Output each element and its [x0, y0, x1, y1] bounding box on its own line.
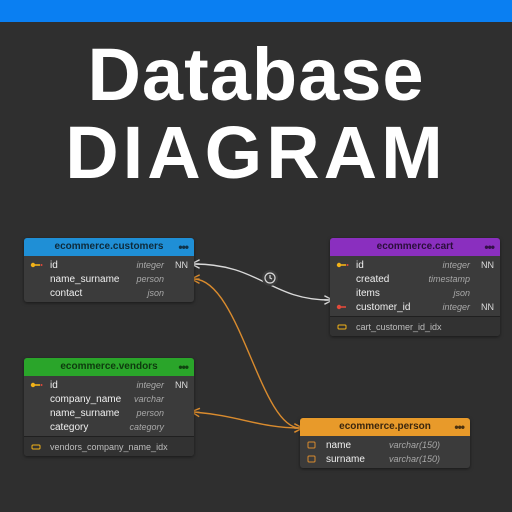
- column-type: integer: [64, 380, 164, 390]
- column-name: name_surname: [50, 408, 119, 419]
- column-name: name_surname: [50, 274, 119, 285]
- table-row[interactable]: contact json: [24, 286, 194, 300]
- index-row[interactable]: cart_customer_id_idx: [330, 320, 500, 334]
- key-icon: [30, 380, 44, 390]
- edge: [194, 264, 330, 300]
- column-name: company_name: [50, 394, 121, 405]
- table-body: id integer NN company_name varchar name_surna…: [24, 376, 194, 436]
- table-row[interactable]: id integer NN: [330, 258, 500, 272]
- index-name: vendors_company_name_idx: [50, 442, 168, 452]
- table-body: name varchar(150) surname varchar(150): [300, 436, 470, 468]
- index-icon: [30, 442, 44, 452]
- table-row[interactable]: customer_id integer NN: [330, 300, 500, 314]
- table-row[interactable]: id integer NN: [24, 258, 194, 272]
- column-type: person: [125, 408, 164, 418]
- table-row[interactable]: surname varchar(150): [300, 452, 470, 466]
- table-menu-icon[interactable]: •••: [178, 358, 188, 376]
- edge: [194, 279, 300, 428]
- key-icon: [336, 260, 350, 270]
- column-type: json: [386, 288, 470, 298]
- index-row[interactable]: vendors_company_name_idx: [24, 440, 194, 454]
- column-nn: NN: [476, 302, 494, 312]
- key-icon: [306, 454, 320, 464]
- column-nn: NN: [170, 260, 188, 270]
- column-type: integer: [370, 260, 470, 270]
- column-name: surname: [326, 454, 365, 465]
- index-icon: [336, 322, 350, 332]
- table-body: id integer NN name_surname person contact json: [24, 256, 194, 302]
- table-vendors[interactable]: ecommerce.vendors••• id integer NN company_n…: [24, 358, 194, 456]
- table-header[interactable]: ecommerce.customers•••: [24, 238, 194, 256]
- table-index-section: vendors_company_name_idx: [24, 437, 194, 456]
- table-menu-icon[interactable]: •••: [484, 238, 494, 256]
- table-row[interactable]: items json: [330, 286, 500, 300]
- table-row[interactable]: name_surname person: [24, 272, 194, 286]
- column-type: varchar(150): [357, 440, 440, 450]
- table-person[interactable]: ecommerce.person•••namevarchar(150)surna…: [300, 418, 470, 468]
- column-nn: NN: [476, 260, 494, 270]
- column-name: items: [356, 288, 380, 299]
- key-icon: [306, 440, 320, 450]
- column-name: created: [356, 274, 389, 285]
- column-name: category: [50, 422, 88, 433]
- edge: [194, 412, 300, 428]
- table-header[interactable]: ecommerce.person•••: [300, 418, 470, 436]
- column-name: contact: [50, 288, 82, 299]
- table-body: id integer NN created timestamp items json cust…: [330, 256, 500, 316]
- table-row[interactable]: name_surname person: [24, 406, 194, 420]
- table-row[interactable]: company_name varchar: [24, 392, 194, 406]
- column-type: json: [88, 288, 164, 298]
- key-icon: [30, 260, 44, 270]
- column-type: integer: [416, 302, 470, 312]
- key-icon: [336, 302, 350, 312]
- table-row[interactable]: name varchar(150): [300, 438, 470, 452]
- column-type: timestamp: [395, 274, 470, 284]
- table-row[interactable]: category category: [24, 420, 194, 434]
- column-type: varchar(150): [371, 454, 440, 464]
- column-name: id: [50, 380, 58, 391]
- index-name: cart_customer_id_idx: [356, 322, 442, 332]
- column-name: id: [50, 260, 58, 271]
- table-menu-icon[interactable]: •••: [178, 238, 188, 256]
- column-name: customer_id: [356, 302, 410, 313]
- table-row[interactable]: created timestamp: [330, 272, 500, 286]
- column-type: integer: [64, 260, 164, 270]
- table-index-section: cart_customer_id_idx: [330, 317, 500, 336]
- table-row[interactable]: id integer NN: [24, 378, 194, 392]
- diagram-canvas: ecommerce.customers••• id integer NN name_su…: [0, 0, 512, 512]
- column-type: category: [94, 422, 164, 432]
- column-nn: NN: [170, 380, 188, 390]
- column-type: varchar: [127, 394, 164, 404]
- table-header[interactable]: ecommerce.vendors•••: [24, 358, 194, 376]
- clock-icon: [262, 270, 278, 286]
- column-name: id: [356, 260, 364, 271]
- table-header[interactable]: ecommerce.cart•••: [330, 238, 500, 256]
- table-cart[interactable]: ecommerce.cart••• id integer NN created times…: [330, 238, 500, 336]
- column-name: name: [326, 440, 351, 451]
- table-menu-icon[interactable]: •••: [454, 418, 464, 436]
- column-type: person: [125, 274, 164, 284]
- table-customers[interactable]: ecommerce.customers••• id integer NN name_su…: [24, 238, 194, 302]
